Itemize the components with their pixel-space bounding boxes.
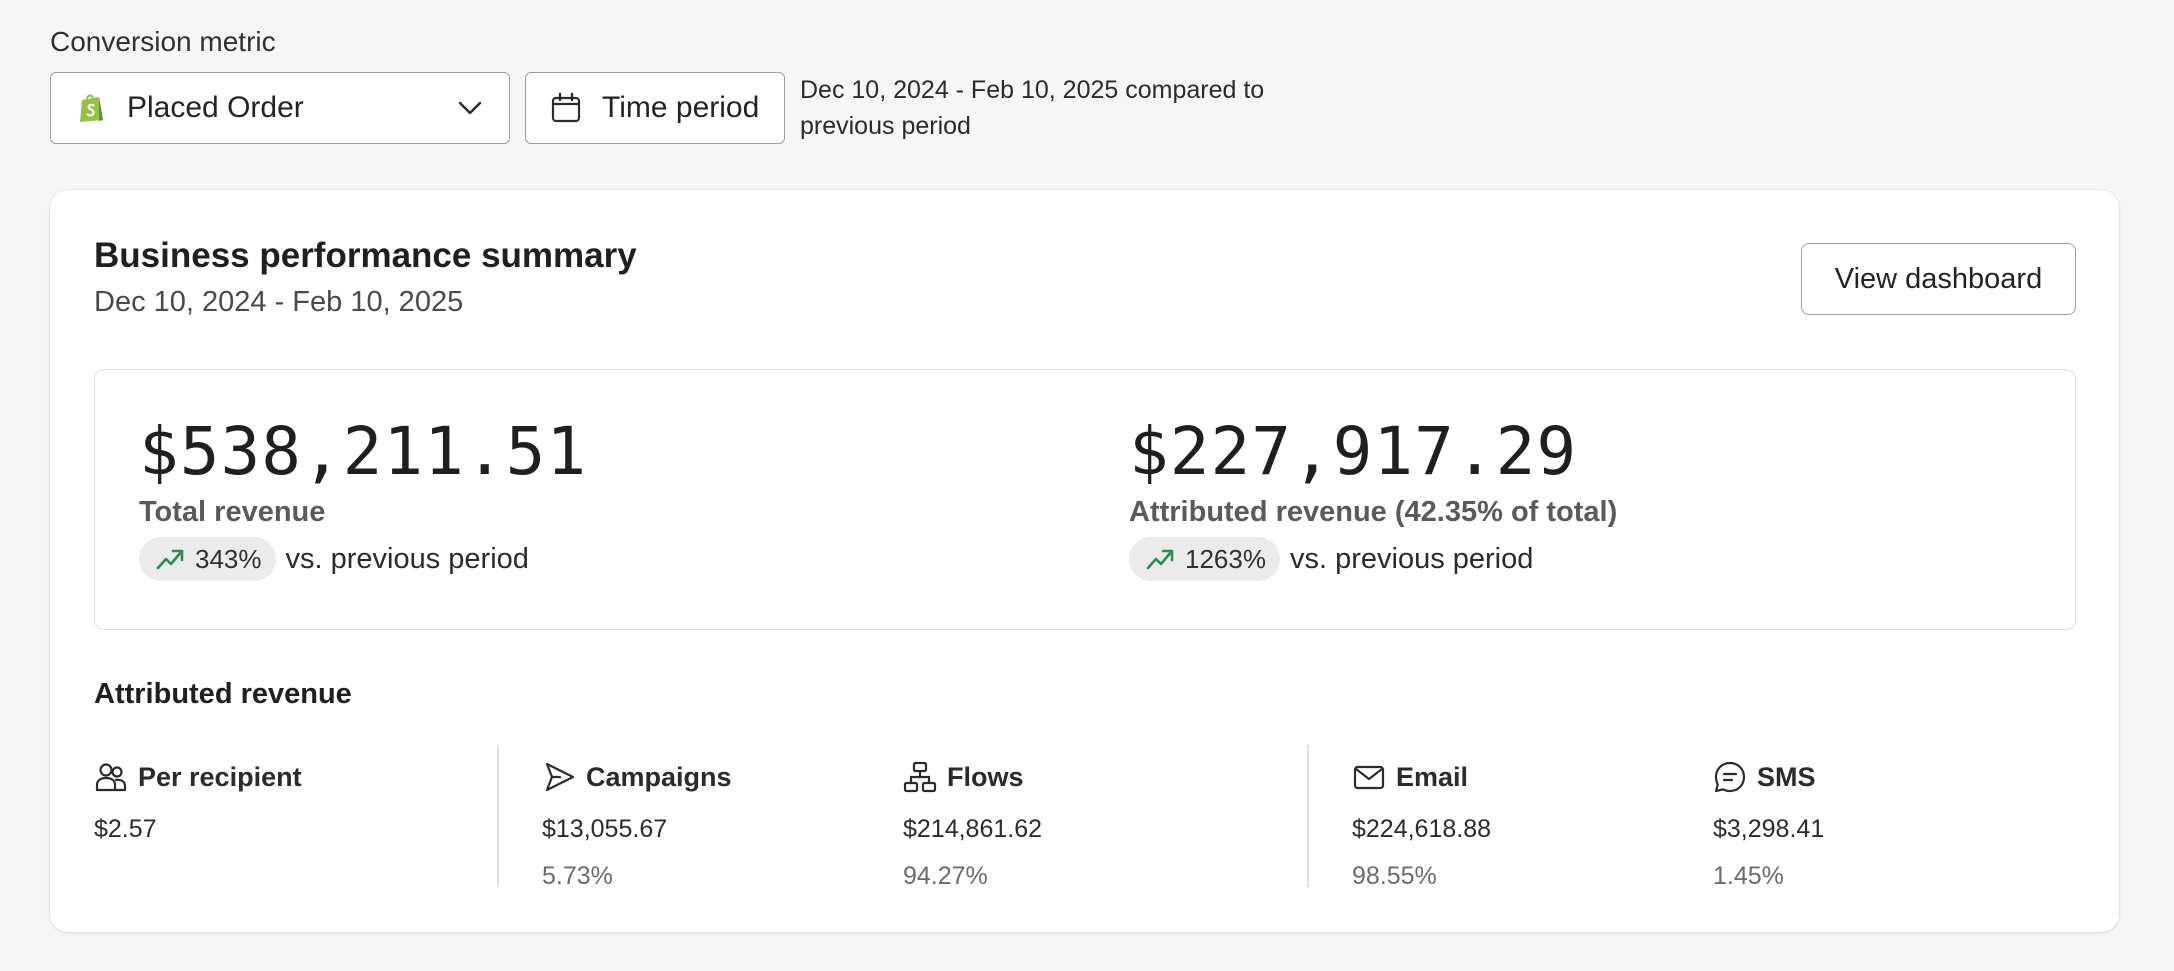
people-icon <box>95 763 127 792</box>
divider <box>1307 745 1309 887</box>
calendar-icon <box>551 92 581 123</box>
metric-value: $3,298.41 <box>1713 815 1825 843</box>
metric-value: $13,055.67 <box>542 815 668 843</box>
mail-icon <box>1353 765 1385 790</box>
trend-percent: 1263% <box>1185 543 1266 574</box>
trend-up-icon <box>1146 549 1174 570</box>
time-period-label: Time period <box>602 91 760 124</box>
metric-sms: SMS $3,298.41 1.45% <box>1713 757 1824 891</box>
revenue-summary-box: $538,211.51 Total revenue 343% vs. previ… <box>94 369 2076 630</box>
shopify-icon <box>80 94 103 122</box>
chat-icon <box>1714 761 1746 793</box>
metric-label: Per recipient <box>138 761 302 792</box>
date-range-text: Dec 10, 2024 - Feb 10, 2025 compared to … <box>800 76 1265 140</box>
total-revenue-kpi: $538,211.51 Total revenue 343% vs. previ… <box>139 412 587 581</box>
metric-percent: 98.55% <box>1352 862 1437 890</box>
metric-label: Campaigns <box>586 761 732 792</box>
card-date-range: Dec 10, 2024 - Feb 10, 2025 <box>94 286 464 318</box>
attributed-revenue-trend: 1263% vs. previous period <box>1129 537 1617 581</box>
metric-email: Email $224,618.88 98.55% <box>1352 757 1491 891</box>
metric-label: SMS <box>1757 761 1816 792</box>
metric-campaigns: Campaigns $13,055.67 5.73% <box>542 757 732 891</box>
total-revenue-label: Total revenue <box>139 496 326 528</box>
attributed-revenue-value: $227,917.29 <box>1129 413 1578 490</box>
metric-per-recipient: Per recipient $2.57 <box>94 757 302 844</box>
metric-value: $214,861.62 <box>903 815 1043 843</box>
trend-comparison-text: vs. previous period <box>1289 542 1534 575</box>
trend-badge: 1263% <box>1129 537 1280 581</box>
attributed-revenue-label: Attributed revenue (42.35% of total) <box>1129 496 1618 528</box>
conversion-metric-select[interactable]: Placed Order <box>50 72 510 144</box>
total-revenue-trend: 343% vs. previous period <box>139 537 587 581</box>
trend-up-icon <box>156 549 184 570</box>
metric-percent: 94.27% <box>903 862 988 890</box>
attributed-revenue-kpi: $227,917.29 Attributed revenue (42.35% o… <box>1129 412 1617 581</box>
card-title: Business performance summary <box>94 236 637 275</box>
divider <box>497 745 499 887</box>
metric-percent: 1.45% <box>1713 862 1784 890</box>
attributed-revenue-heading: Attributed revenue <box>94 678 352 710</box>
chevron-down-icon <box>458 101 482 115</box>
metric-label: Flows <box>947 761 1024 792</box>
conversion-metric-value: Placed Order <box>127 91 304 124</box>
business-performance-card: Business performance summary Dec 10, 202… <box>50 190 2119 932</box>
metric-flows: Flows $214,861.62 94.27% <box>903 757 1042 891</box>
total-revenue-value: $538,211.51 <box>139 413 588 490</box>
flow-icon <box>903 761 937 793</box>
view-dashboard-button[interactable]: View dashboard <box>1801 243 2076 315</box>
time-period-button[interactable]: Time period <box>525 72 785 144</box>
trend-badge: 343% <box>139 537 276 581</box>
metric-value: $224,618.88 <box>1352 815 1492 843</box>
trend-percent: 343% <box>195 543 262 574</box>
metric-percent: 5.73% <box>542 862 613 890</box>
send-icon <box>545 762 575 792</box>
trend-comparison-text: vs. previous period <box>285 542 529 575</box>
metric-label: Email <box>1396 761 1469 792</box>
conversion-metric-label: Conversion metric <box>50 26 276 57</box>
metric-value: $2.57 <box>94 815 157 843</box>
